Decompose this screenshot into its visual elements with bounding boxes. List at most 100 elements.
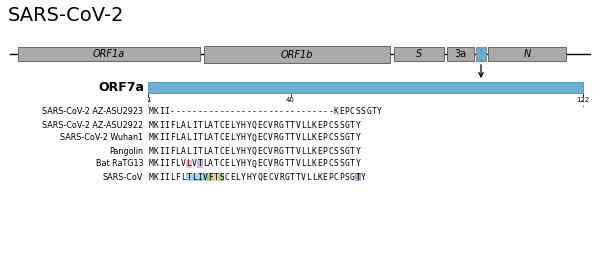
Text: T: T [290,134,295,143]
Text: L: L [176,120,181,130]
Text: K: K [317,172,322,182]
Text: ORF1b: ORF1b [281,50,313,59]
Text: SARS-CoV-2 AZ-ASU2922: SARS-CoV-2 AZ-ASU2922 [42,120,143,130]
Text: T: T [197,134,202,143]
Text: Y: Y [377,107,382,116]
Text: G: G [279,120,284,130]
Text: G: G [350,172,355,182]
Text: M: M [148,120,153,130]
Text: E: E [317,134,322,143]
Text: Y: Y [252,172,257,182]
Text: -: - [224,107,229,116]
Text: M: M [148,159,153,168]
Text: A: A [181,120,186,130]
Text: I: I [192,120,197,130]
Text: K: K [154,172,158,182]
Text: S: S [334,134,338,143]
Text: C: C [268,172,273,182]
Bar [214,173,219,181]
Text: I: I [164,134,170,143]
Text: S: S [416,49,422,59]
Text: I: I [164,172,170,182]
Text: S: S [355,107,360,116]
Text: Q: Q [252,120,257,130]
Text: T: T [284,159,289,168]
Bar [204,46,390,63]
Text: T: T [284,147,289,155]
Text: I: I [197,172,202,182]
Bar [197,160,203,168]
Bar [186,160,191,168]
Text: K: K [312,147,317,155]
Bar [208,173,214,181]
Text: V: V [295,120,301,130]
Text: I: I [192,134,197,143]
Bar [203,173,208,181]
Text: R: R [274,120,278,130]
Text: -: - [279,107,284,116]
Text: -: - [328,107,333,116]
Bar [447,47,474,61]
Text: P: P [323,147,328,155]
Text: C: C [263,120,268,130]
Text: K: K [154,159,158,168]
Text: F: F [170,159,175,168]
Text: L: L [181,172,186,182]
Text: K: K [312,120,317,130]
Text: F: F [170,134,175,143]
Text: S: S [344,172,349,182]
Text: T: T [284,120,289,130]
Text: -: - [235,107,241,116]
Text: T: T [290,147,295,155]
Text: -: - [197,107,202,116]
Text: Y: Y [235,147,241,155]
Bar [355,173,361,181]
Text: V: V [268,147,273,155]
Text: I: I [164,147,170,155]
Text: T: T [284,134,289,143]
Text: -: - [290,107,295,116]
Text: -: - [187,107,191,116]
Bar [186,173,191,181]
Text: L: L [176,134,181,143]
Text: 1: 1 [146,97,150,102]
Text: Y: Y [241,172,246,182]
Text: K: K [154,120,158,130]
Text: C: C [219,134,224,143]
Bar [476,47,486,61]
Bar [219,173,224,181]
Text: L: L [307,120,311,130]
Text: ORF7a: ORF7a [98,81,144,94]
Text: V: V [192,159,197,168]
Text: SARS-CoV: SARS-CoV [103,172,143,182]
Text: L: L [307,147,311,155]
Text: G: G [279,147,284,155]
Text: P: P [328,172,333,182]
Text: E: E [257,134,262,143]
Text: F: F [170,147,175,155]
Text: S: S [361,107,366,116]
Bar [394,47,444,61]
Text: I: I [159,107,164,116]
Text: H: H [247,172,251,182]
Text: L: L [187,120,191,130]
Text: T: T [295,172,301,182]
Text: G: G [344,159,349,168]
Text: E: E [257,147,262,155]
Text: -: - [176,107,181,116]
Text: T: T [214,120,218,130]
Text: H: H [241,147,246,155]
Text: L: L [307,134,311,143]
Text: T: T [350,159,355,168]
Text: V: V [295,134,301,143]
Text: Q: Q [252,147,257,155]
Text: L: L [301,134,306,143]
Text: -: - [252,107,257,116]
Text: G: G [279,134,284,143]
Text: Y: Y [247,159,251,168]
Text: T: T [214,172,218,182]
Text: C: C [219,159,224,168]
Text: C: C [328,120,333,130]
Text: L: L [192,172,197,182]
Text: G: G [344,134,349,143]
